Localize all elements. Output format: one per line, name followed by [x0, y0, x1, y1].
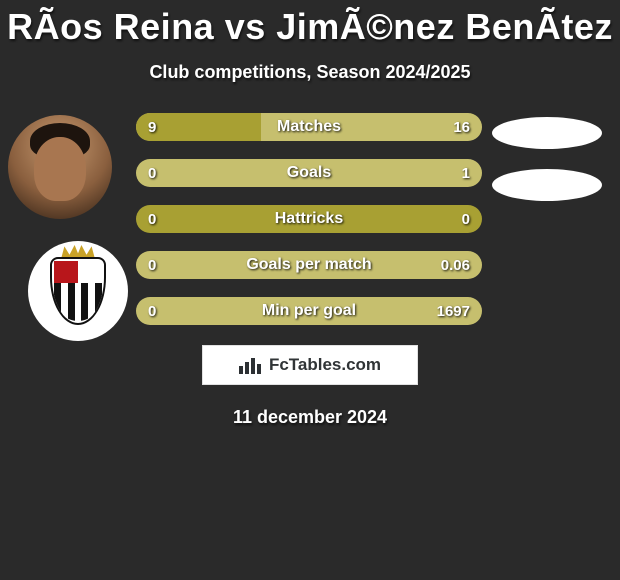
- stat-row-bg: [136, 159, 482, 187]
- crest-stripes: [54, 283, 102, 321]
- player-photo-right-placeholder: [492, 117, 602, 149]
- left-avatar-column: [8, 113, 120, 217]
- right-avatar-column: [492, 117, 610, 221]
- avatar-face: [34, 137, 86, 201]
- crest-top: [54, 261, 102, 283]
- stat-row: 00.06Goals per match: [136, 251, 482, 279]
- stat-row: 00Hattricks: [136, 205, 482, 233]
- brand-text: FcTables.com: [269, 355, 381, 375]
- stat-row-bg: [136, 251, 482, 279]
- stat-left-segment: [136, 113, 261, 141]
- brand-logo-icon: [239, 356, 261, 374]
- footer: FcTables.com 11 december 2024: [0, 345, 620, 428]
- page-title: RÃ­os Reina vs JimÃ©nez BenÃ­tez: [0, 0, 620, 48]
- player-photo-right-placeholder: [492, 169, 602, 201]
- stat-row: 916Matches: [136, 113, 482, 141]
- stat-row: 01697Min per goal: [136, 297, 482, 325]
- player-photo-left: [8, 115, 112, 219]
- brand-box: FcTables.com: [202, 345, 418, 385]
- stat-bars: 916Matches 01Goals 00Hattricks 00.06Goals p…: [136, 113, 482, 343]
- date-line: 11 december 2024: [0, 407, 620, 428]
- stat-row: 01Goals: [136, 159, 482, 187]
- club-crest-left: [28, 241, 128, 341]
- crest-shield: [50, 257, 106, 325]
- page-subtitle: Club competitions, Season 2024/2025: [0, 62, 620, 83]
- stat-row-bg: [136, 297, 482, 325]
- crest-graphic: [50, 257, 106, 325]
- stat-row-bg: [136, 205, 482, 233]
